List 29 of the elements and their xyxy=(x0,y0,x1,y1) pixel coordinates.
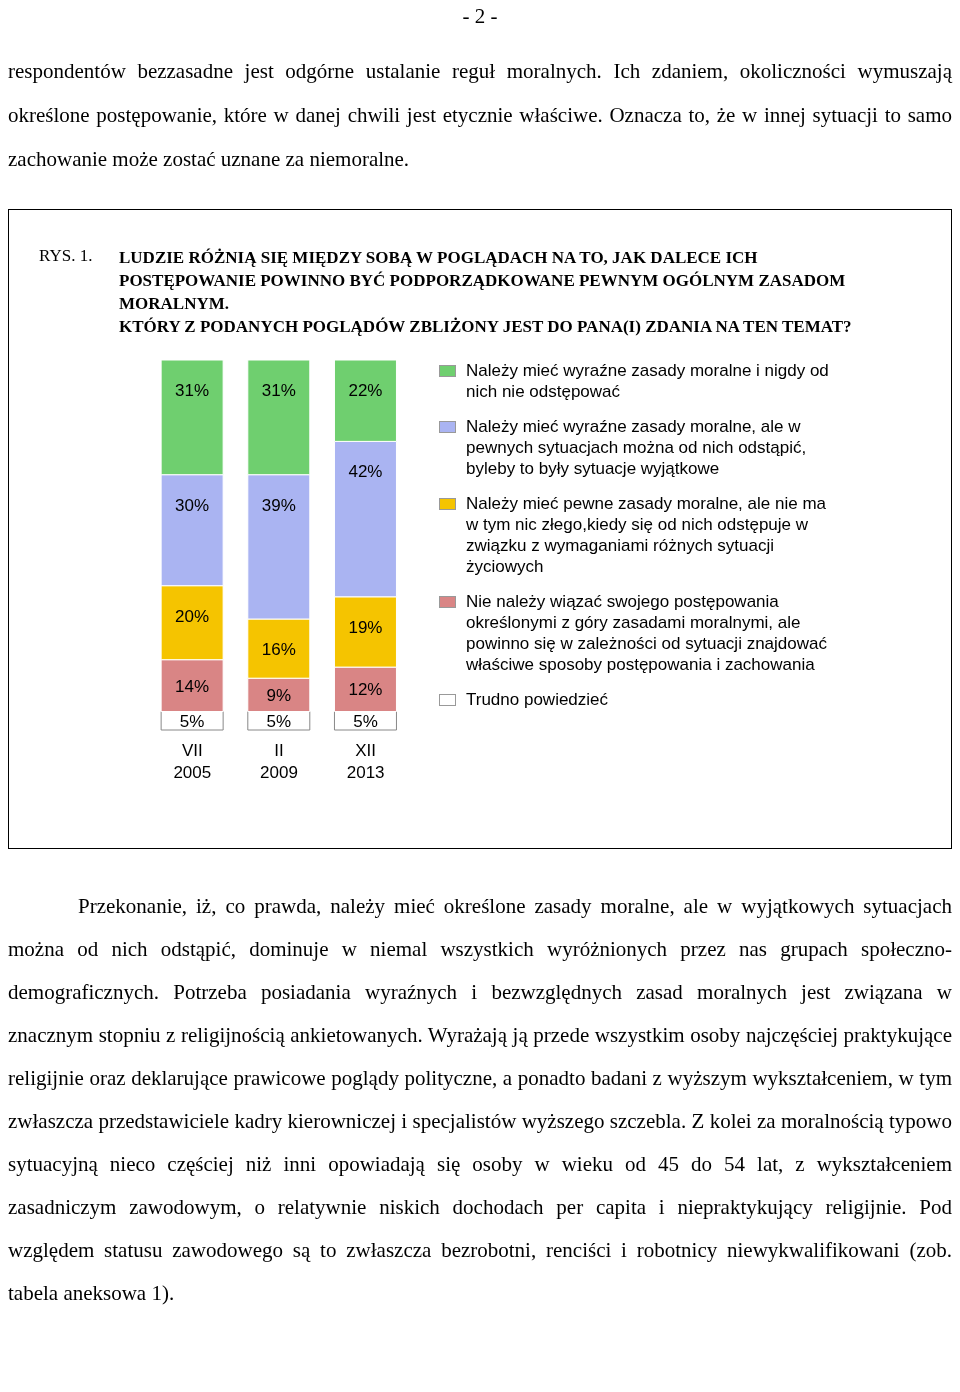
data-label: 30% xyxy=(175,495,210,515)
text: respondentów bezzasadne jest odgórne ustalanie reguł moralnych. Ich zdaniem, okoliczności wymuszają określone postępowanie, które w danej chwili jest etycznie właściwe. Oznacza to, że w innej sytuacji to samo zachowanie może zostać uznane za niemoralne. xyxy=(8,58,952,173)
legend-label: Należy mieć wyraźne zasady moralne, ale w pewnych sytuacjach można od nich odstąpić, byleby to były sytuacje wyjątkowe xyxy=(466,416,808,479)
text: KTÓRY Z PODANYCH POGLĄDÓW ZBLIŻONY JEST DO PANA(I) ZDANIA NA TEN TEMAT? xyxy=(119,316,853,338)
data-label: 19% xyxy=(348,617,383,637)
data-label: 20% xyxy=(175,606,210,626)
data-label: 31% xyxy=(175,381,210,400)
data-label: 16% xyxy=(261,639,296,659)
data-label: 22% xyxy=(348,381,383,400)
text: Trudno powiedzieć xyxy=(466,689,609,710)
data-label: 9% xyxy=(266,685,292,705)
data-label: 5% xyxy=(179,711,205,731)
text: RYS. 1. xyxy=(39,246,94,267)
data-label: 39% xyxy=(261,495,296,515)
data-label: 12% xyxy=(348,680,383,700)
x-tick-label: VII 2005 xyxy=(173,741,212,782)
data-label: 5% xyxy=(266,711,292,731)
x-tick-label: II 2009 xyxy=(260,741,298,782)
data-label: 5% xyxy=(353,711,378,731)
data-label: 14% xyxy=(175,676,210,696)
data-label: 42% xyxy=(348,462,383,482)
text: LUDZIE RÓŻNIĄ SIĘ MIĘDZY SOBĄ W POGLĄDACH NA TO, JAK DALECE ICH POSTĘPOWANIE POWINNO BYĆ PODPORZĄDKOWANE PEWNYM OGÓLNYM ZASADOM MORALNYM. xyxy=(119,247,847,315)
text: - 2 - xyxy=(461,4,499,29)
legend-label: Należy mieć wyraźne zasady moralne i nigdy od nich nie odstępować xyxy=(466,360,830,402)
legend-label: Nie należy wiązać swojego postępowania określonymi z góry zasadami moralnymi, ale powinno się w zależności od sytuacji znajdować właściwe sposoby postępowania i zachowania xyxy=(466,591,828,675)
legend-label: Należy mieć pewne zasady moralne, ale nie ma w tym nic złego,kiedy się od nich odstępuje w związku z wymaganiami różnych sytuacji życiowych xyxy=(466,493,827,577)
text: Przekonanie, iż, co prawda, należy mieć określone zasady moralne, ale w wyjątkowych sytuacjach można od nich odstąpić, dominuje w niemal wszystkich wyróżnionych przez nas grupach społeczno-demograficznych. Potrzeba posiadania wyraźnych i bezwzględnych zasad moralnych jest związana w znacznym stopniu z religijnością ankietowanych. Wyrażają ją przede wszystkim osoby najczęściej praktykujące religijnie oraz deklarujące prawicowe poglądy polityczne, a ponadto badani z wyższym wykształceniem, w tym zwłaszcza przedstawiciele kadry kierowniczej i specjalistów wyższego szczebla. Z kolei za moralnością typowo sytuacyjną nieco częściej niż inni opowiadają się osoby w wieku od 45 do 54 lat, z wykształceniem zasadniczym zawodowym, o relatywnie niskich dochodach per capita i niepraktykujący religijnie. Pod względem statusu zawodowego są to zwłaszcza bezrobotni, renciści i robotnicy niewykwalifikowani (zob. tabela aneksowa 1). xyxy=(8,894,952,1305)
data-label: 31% xyxy=(261,381,296,400)
x-tick-label: XII 2013 xyxy=(346,741,385,782)
